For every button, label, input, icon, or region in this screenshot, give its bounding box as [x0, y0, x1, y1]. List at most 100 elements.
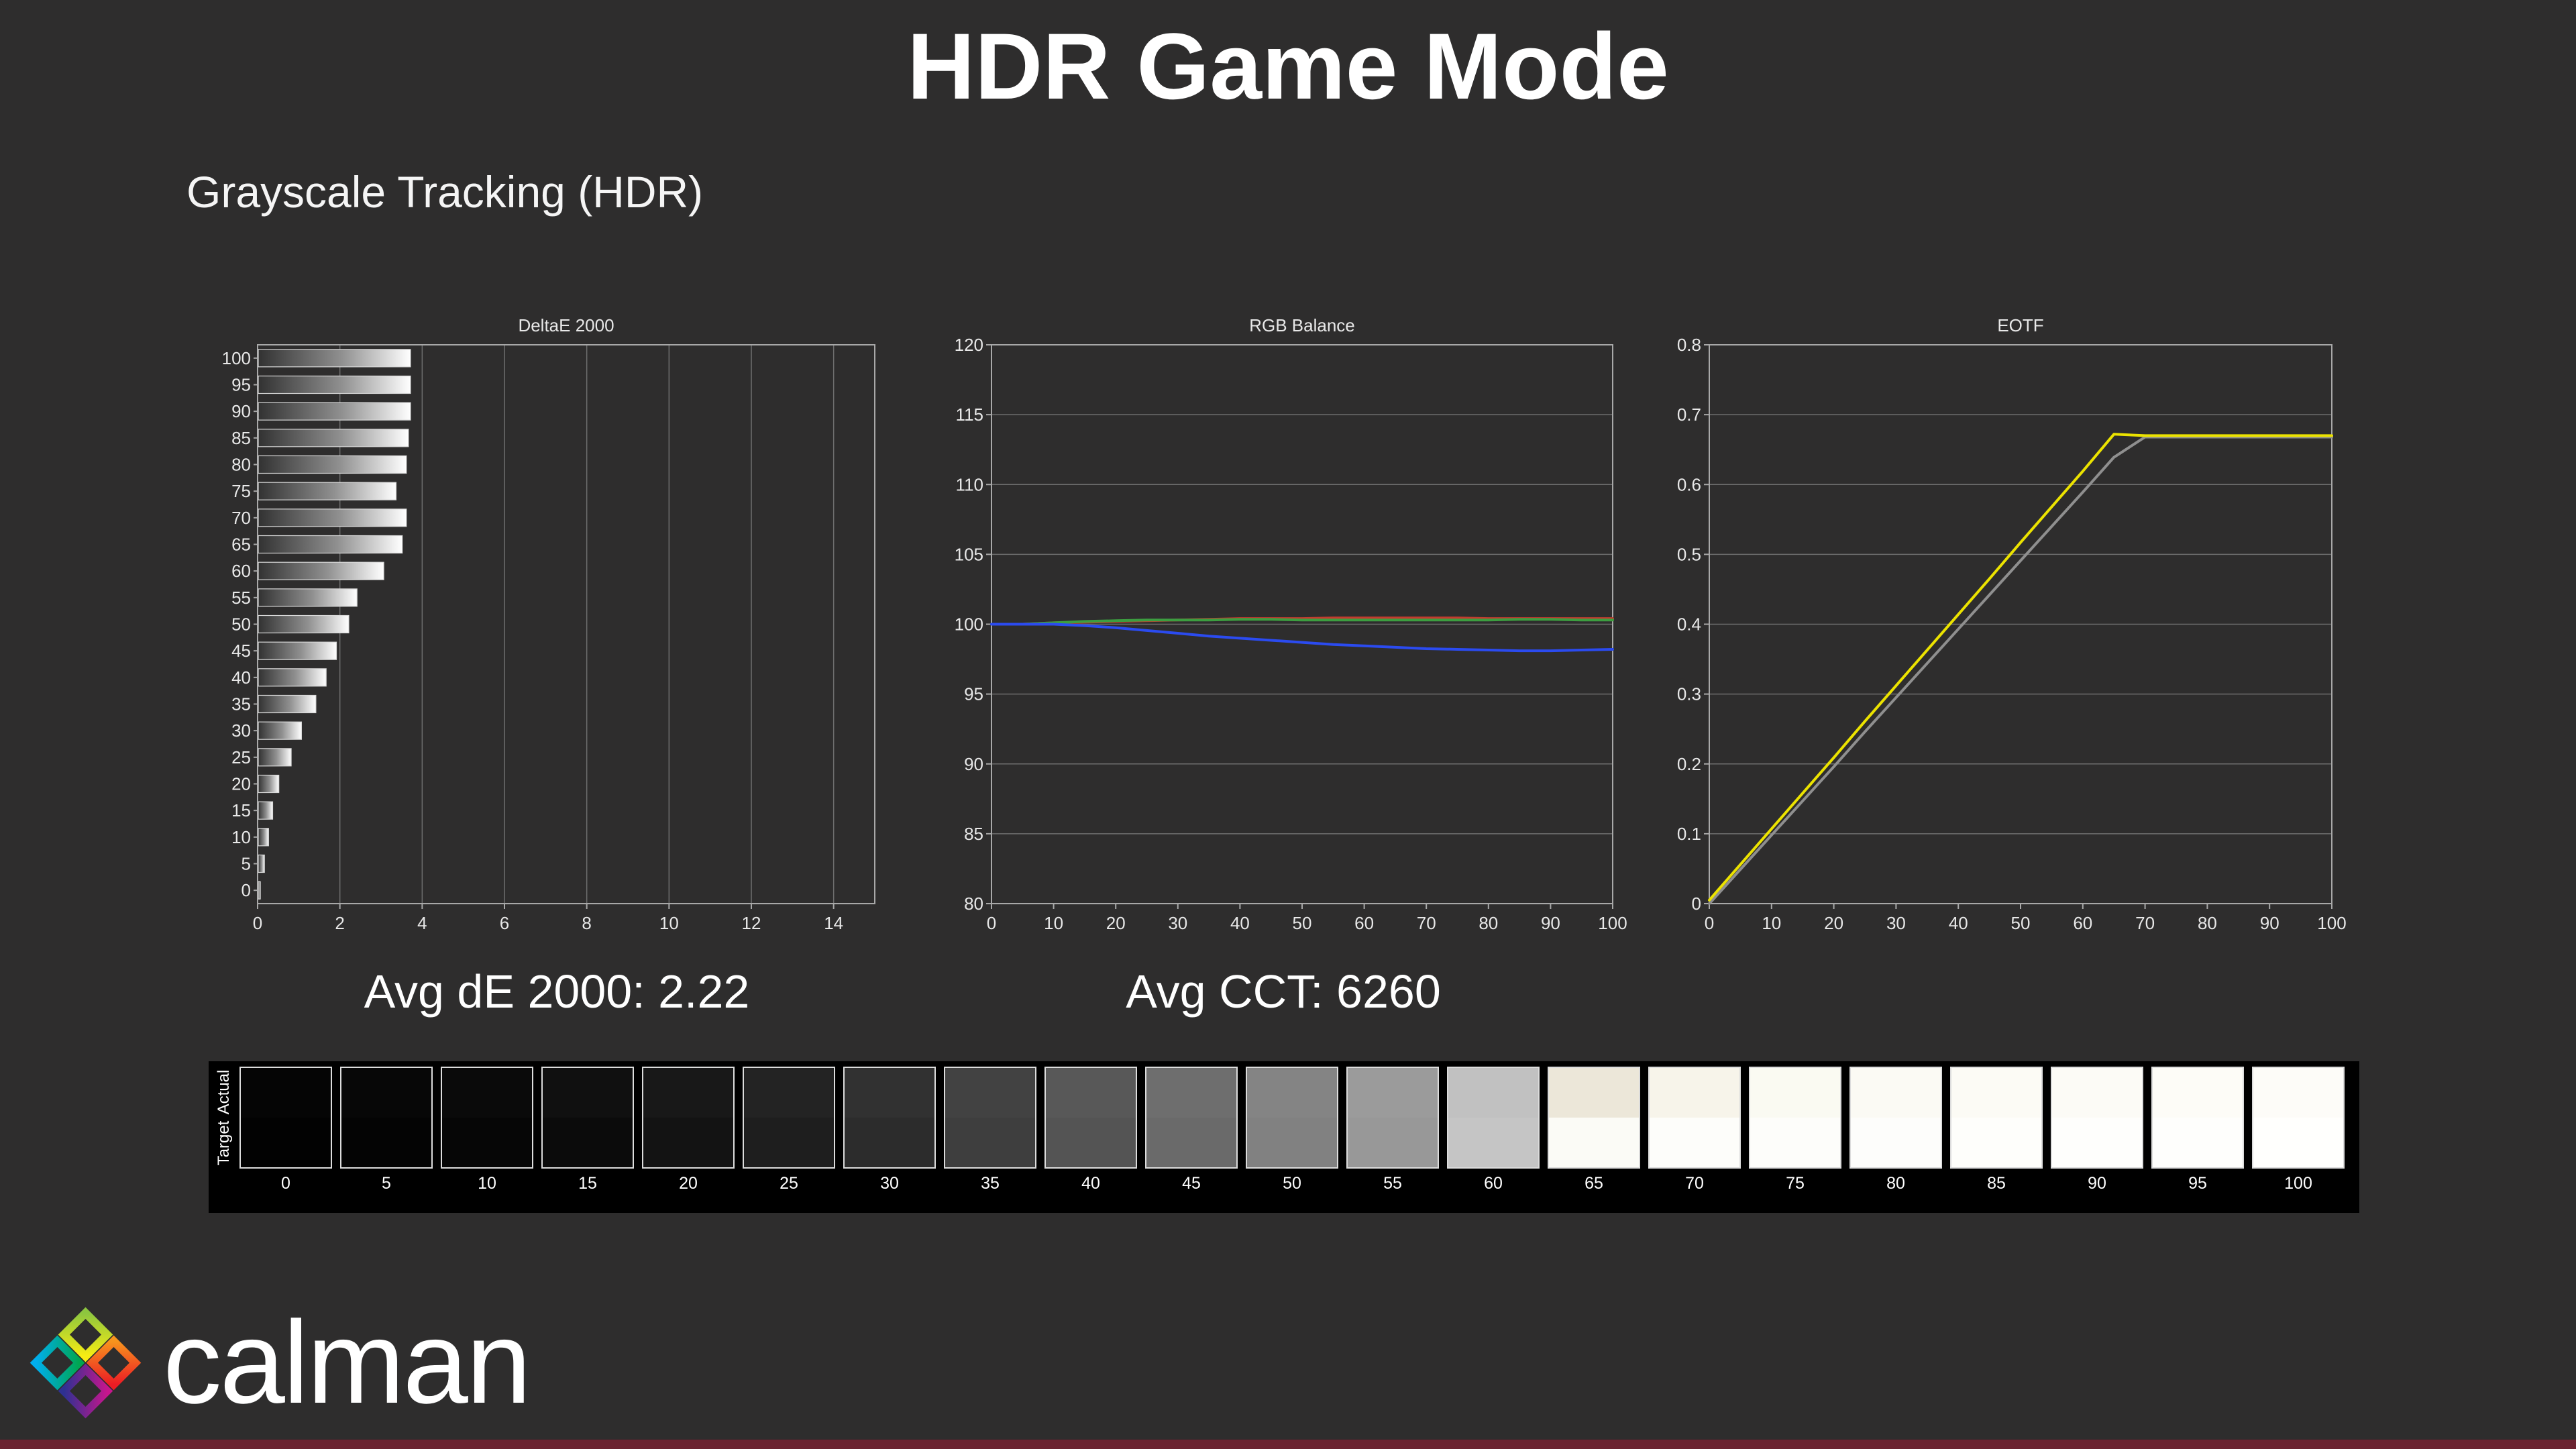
- chart-rgb-series: [990, 616, 1614, 653]
- svg-text:70: 70: [231, 508, 251, 528]
- calman-logo: calman: [27, 1304, 531, 1421]
- svg-text:0.7: 0.7: [1677, 405, 1701, 425]
- svg-text:0: 0: [253, 913, 262, 933]
- svg-text:45: 45: [231, 641, 251, 661]
- grayscale-patch: 5: [340, 1067, 433, 1193]
- svg-text:80: 80: [964, 894, 983, 914]
- svg-text:30: 30: [1168, 913, 1187, 933]
- patch-actual-half: [1650, 1068, 1739, 1118]
- svg-text:40: 40: [1230, 913, 1250, 933]
- patch-actual-half: [1448, 1068, 1538, 1118]
- svg-text:110: 110: [956, 474, 983, 494]
- patch-label: 55: [1383, 1174, 1402, 1193]
- grayscale-patch: 35: [944, 1067, 1036, 1193]
- patch-label: 35: [981, 1174, 1000, 1193]
- patch-box: [441, 1067, 533, 1169]
- grayscale-patch: 45: [1145, 1067, 1238, 1193]
- patch-label: 85: [1987, 1174, 2006, 1193]
- grayscale-patch: 40: [1044, 1067, 1137, 1193]
- svg-text:8: 8: [582, 913, 591, 933]
- patch-actual-half: [341, 1068, 431, 1118]
- patch-label: 65: [1585, 1174, 1603, 1193]
- section-title: Grayscale Tracking (HDR): [186, 167, 704, 217]
- svg-text:10: 10: [1762, 913, 1781, 933]
- svg-text:10: 10: [1044, 913, 1063, 933]
- patch-label: 20: [679, 1174, 698, 1193]
- patch-label: 100: [2284, 1174, 2312, 1193]
- patch-target-half: [241, 1118, 331, 1167]
- svg-text:0.6: 0.6: [1677, 474, 1701, 494]
- patch-box: [541, 1067, 634, 1169]
- patch-target-half: [845, 1118, 934, 1167]
- svg-text:50: 50: [1293, 913, 1312, 933]
- svg-text:6: 6: [500, 913, 509, 933]
- svg-text:20: 20: [1106, 913, 1126, 933]
- svg-text:115: 115: [956, 405, 983, 425]
- patch-box: [944, 1067, 1036, 1169]
- patch-label: 95: [2188, 1174, 2207, 1193]
- patch-actual-half: [1750, 1068, 1840, 1118]
- patch-actual-half: [2153, 1068, 2243, 1118]
- svg-text:60: 60: [1354, 913, 1374, 933]
- patch-box: [2051, 1067, 2143, 1169]
- grayscale-patch: 20: [642, 1067, 735, 1193]
- svg-text:0.1: 0.1: [1677, 824, 1701, 844]
- patch-target-half: [1549, 1118, 1639, 1167]
- patch-label: 75: [1786, 1174, 1805, 1193]
- patch-label: 0: [281, 1174, 290, 1193]
- patch-target-half: [543, 1118, 633, 1167]
- svg-text:10: 10: [231, 827, 251, 847]
- svg-text:5: 5: [241, 854, 251, 874]
- chart-eotf-series: [1708, 433, 2333, 905]
- svg-text:RGB Balance: RGB Balance: [1249, 315, 1355, 335]
- svg-text:14: 14: [824, 913, 843, 933]
- grayscale-patch: 50: [1246, 1067, 1338, 1193]
- patch-actual-half: [543, 1068, 633, 1118]
- deltae-bars: [258, 349, 411, 900]
- patch-label: 70: [1685, 1174, 1704, 1193]
- svg-text:85: 85: [964, 824, 983, 844]
- patch-label: 40: [1081, 1174, 1100, 1193]
- patch-actual-half: [1851, 1068, 1941, 1118]
- svg-text:20: 20: [231, 774, 251, 794]
- svg-text:55: 55: [231, 588, 251, 608]
- patch-box: [1648, 1067, 1741, 1169]
- patch-actual-half: [744, 1068, 834, 1118]
- patch-actual-half: [2052, 1068, 2142, 1118]
- avg-cct-value: Avg CCT: 6260: [1126, 965, 1441, 1018]
- grayscale-patch: 95: [2151, 1067, 2244, 1193]
- patch-label: 90: [2088, 1174, 2106, 1193]
- patch-box: [1749, 1067, 1841, 1169]
- svg-text:30: 30: [231, 720, 251, 741]
- svg-text:90: 90: [231, 401, 251, 421]
- patch-target-half: [945, 1118, 1035, 1167]
- patch-target-half: [1448, 1118, 1538, 1167]
- patch-box: [1044, 1067, 1137, 1169]
- svg-text:0.5: 0.5: [1677, 544, 1701, 564]
- svg-text:90: 90: [2260, 913, 2279, 933]
- svg-text:0.8: 0.8: [1677, 335, 1701, 355]
- grayscale-patch: 10: [441, 1067, 533, 1193]
- patch-box: [843, 1067, 936, 1169]
- svg-text:60: 60: [2073, 913, 2092, 933]
- svg-text:70: 70: [2135, 913, 2155, 933]
- svg-text:0: 0: [1705, 913, 1714, 933]
- patch-actual-half: [1951, 1068, 2041, 1118]
- patch-actual-half: [442, 1068, 532, 1118]
- calman-logo-icon: [30, 1307, 142, 1419]
- patch-actual-half: [845, 1068, 934, 1118]
- patch-box: [1145, 1067, 1238, 1169]
- deltae-gridlines: [339, 345, 835, 904]
- patch-actual-half: [643, 1068, 733, 1118]
- svg-text:DeltaE 2000: DeltaE 2000: [518, 315, 614, 335]
- patch-box: [743, 1067, 835, 1169]
- grayscale-strip-patches: 0 5 10 15 20 25 30 35 40 45 50 55 60 65 70 75 80 85 90 95 10…: [239, 1067, 2345, 1193]
- patch-label: 5: [382, 1174, 391, 1193]
- svg-text:90: 90: [964, 754, 983, 774]
- svg-text:4: 4: [417, 913, 427, 933]
- grayscale-patch: 75: [1749, 1067, 1841, 1193]
- svg-text:75: 75: [231, 481, 251, 501]
- patch-box: [1849, 1067, 1942, 1169]
- patch-box: [340, 1067, 433, 1169]
